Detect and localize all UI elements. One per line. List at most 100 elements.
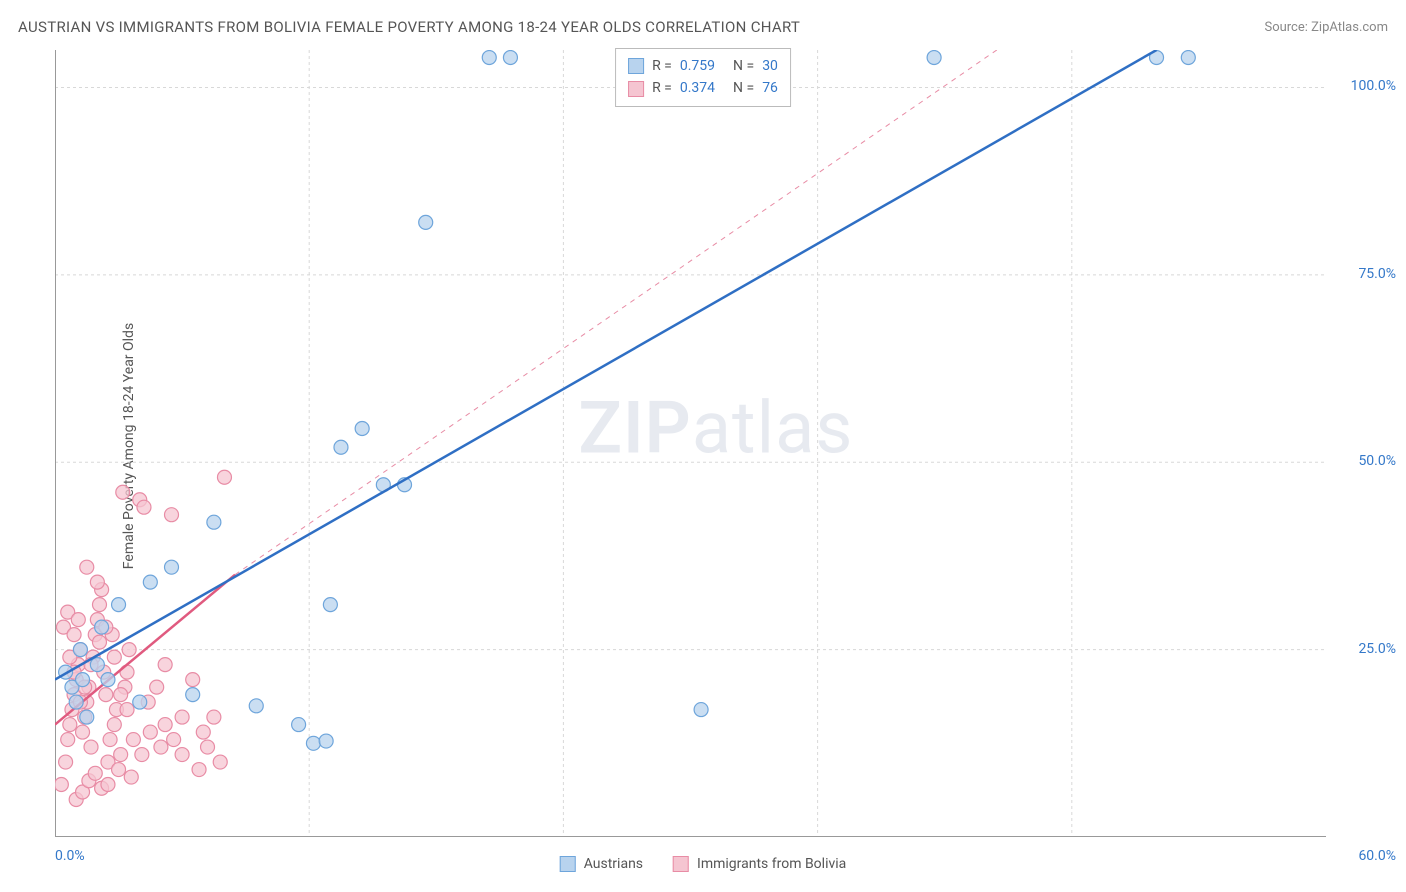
data-point (101, 778, 115, 792)
data-point (112, 598, 126, 612)
data-point (84, 740, 98, 754)
data-point (135, 748, 149, 762)
legend-swatch (628, 58, 644, 74)
r-value: 0.759 (680, 55, 715, 77)
legend-swatch (628, 81, 644, 97)
r-label: R = (652, 77, 672, 99)
data-point (694, 703, 708, 717)
x-tick-label: 0.0% (55, 848, 85, 864)
chart-title: AUSTRIAN VS IMMIGRANTS FROM BOLIVIA FEMA… (18, 18, 800, 36)
data-point (158, 718, 172, 732)
y-tick-label: 25.0% (1358, 641, 1396, 657)
n-label: N = (733, 55, 754, 77)
data-point (55, 778, 68, 792)
trend-extension (235, 50, 1029, 575)
data-point (59, 755, 73, 769)
legend-swatch (560, 856, 576, 872)
data-point (306, 736, 320, 750)
data-point (503, 50, 517, 64)
data-point (482, 50, 496, 64)
data-point (103, 733, 117, 747)
correlation-legend: R = 0.759 N = 30 R = 0.374 N = 76 (615, 48, 791, 107)
legend-row: R = 0.374 N = 76 (628, 77, 778, 99)
data-point (114, 748, 128, 762)
series-legend: Austrians Immigrants from Bolivia (560, 856, 847, 872)
data-point (927, 50, 941, 64)
data-point (207, 710, 221, 724)
data-point (167, 733, 181, 747)
data-point (165, 560, 179, 574)
chart-svg (55, 50, 1326, 837)
data-point (92, 635, 106, 649)
data-point (76, 725, 90, 739)
data-point (90, 575, 104, 589)
data-point (355, 422, 369, 436)
data-point (192, 763, 206, 777)
data-point (107, 650, 121, 664)
source-attribution: Source: ZipAtlas.com (1264, 20, 1388, 35)
data-point (419, 215, 433, 229)
data-point (101, 673, 115, 687)
data-point (196, 725, 210, 739)
data-point (61, 733, 75, 747)
data-point (334, 440, 348, 454)
data-point (213, 755, 227, 769)
data-point (80, 560, 94, 574)
data-point (249, 699, 263, 713)
n-label: N = (733, 77, 754, 99)
data-point (107, 718, 121, 732)
n-value: 76 (762, 77, 778, 99)
data-point (80, 710, 94, 724)
data-point (69, 695, 83, 709)
data-point (99, 688, 113, 702)
legend-item: Immigrants from Bolivia (673, 856, 846, 872)
trend-line (55, 50, 1157, 680)
data-point (63, 718, 77, 732)
y-tick-label: 75.0% (1358, 266, 1396, 282)
legend-item: Austrians (560, 856, 643, 872)
data-point (124, 770, 138, 784)
data-point (217, 470, 231, 484)
legend-row: R = 0.759 N = 30 (628, 55, 778, 77)
y-tick-label: 100.0% (1351, 78, 1396, 94)
data-point (137, 500, 151, 514)
legend-label: Immigrants from Bolivia (697, 856, 846, 872)
data-point (1181, 50, 1195, 64)
data-point (175, 710, 189, 724)
r-label: R = (652, 55, 672, 77)
data-point (67, 628, 81, 642)
plot-area: ZIPatlas (55, 50, 1326, 837)
data-point (133, 695, 147, 709)
data-point (319, 734, 333, 748)
data-point (120, 703, 134, 717)
data-point (114, 688, 128, 702)
header: AUSTRIAN VS IMMIGRANTS FROM BOLIVIA FEMA… (18, 18, 1388, 36)
data-point (116, 485, 130, 499)
source-name: ZipAtlas.com (1311, 20, 1388, 35)
data-point (154, 740, 168, 754)
n-value: 30 (762, 55, 778, 77)
data-point (165, 508, 179, 522)
data-point (88, 766, 102, 780)
data-point (150, 680, 164, 694)
data-point (143, 575, 157, 589)
data-point (292, 718, 306, 732)
data-point (112, 763, 126, 777)
data-point (71, 613, 85, 627)
data-point (158, 658, 172, 672)
data-point (73, 643, 87, 657)
data-point (186, 688, 200, 702)
legend-swatch (673, 856, 689, 872)
data-point (122, 643, 136, 657)
data-point (95, 620, 109, 634)
data-point (90, 658, 104, 672)
x-tick-label: 60.0% (1358, 848, 1396, 864)
source-prefix: Source: (1264, 20, 1311, 35)
data-point (323, 598, 337, 612)
data-point (186, 673, 200, 687)
y-tick-label: 50.0% (1358, 453, 1396, 469)
r-value: 0.374 (680, 77, 715, 99)
data-point (175, 748, 189, 762)
data-point (201, 740, 215, 754)
data-point (76, 673, 90, 687)
